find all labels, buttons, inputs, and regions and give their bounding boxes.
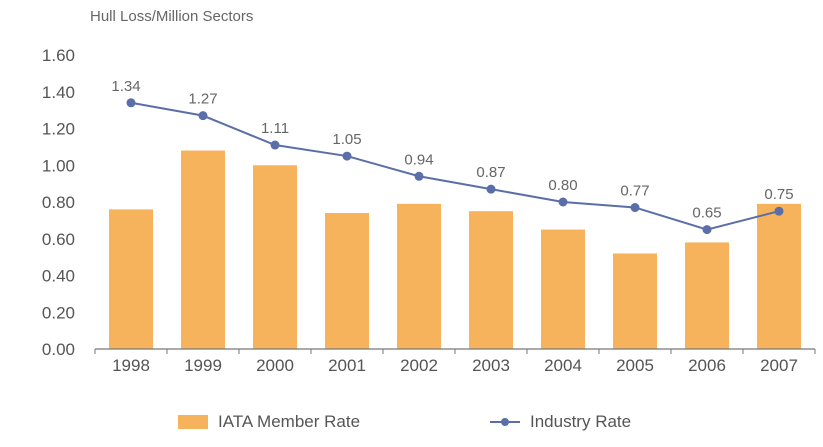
x-tick-label: 2007: [760, 356, 798, 375]
y-tick-label: 0.60: [42, 230, 75, 249]
legend-item-industry: Industry Rate: [490, 412, 631, 432]
industry-data-label: 0.80: [548, 177, 577, 194]
bar-2004: [541, 229, 585, 349]
x-tick-label: 2001: [328, 356, 366, 375]
bar-2003: [469, 211, 513, 349]
industry-data-label: 1.11: [261, 120, 289, 137]
legend-label-industry: Industry Rate: [530, 412, 632, 431]
bar-2005: [613, 253, 657, 349]
industry-point-2006: [702, 225, 712, 235]
y-tick-label: 1.20: [42, 120, 75, 139]
industry-data-label: 1.05: [332, 131, 361, 148]
x-tick-label: 1998: [112, 356, 150, 375]
y-tick-label: 0.40: [42, 267, 75, 286]
industry-point-2003: [486, 184, 496, 194]
industry-point-1999: [198, 111, 208, 121]
bar-1998: [109, 209, 153, 349]
industry-data-label: 0.87: [476, 164, 505, 181]
industry-data-label: 0.65: [692, 205, 721, 222]
chart-legend: IATA Member Rate Industry Rate: [0, 412, 823, 442]
bar-1999: [181, 150, 225, 349]
x-tick-label: 1999: [184, 356, 222, 375]
industry-data-label: 0.75: [764, 186, 793, 203]
y-tick-label: 0.20: [42, 303, 75, 322]
industry-point-2005: [630, 203, 640, 213]
y-tick-label: 0.00: [42, 340, 75, 359]
y-tick-label: 1.00: [42, 156, 75, 175]
industry-data-label: 1.27: [188, 91, 217, 108]
y-tick-label: 1.40: [42, 83, 75, 102]
industry-point-2007: [774, 206, 784, 216]
y-tick-label: 0.80: [42, 193, 75, 212]
industry-data-label: 1.34: [111, 78, 140, 95]
industry-point-2000: [270, 140, 280, 150]
industry-point-1998: [126, 98, 136, 108]
hull-loss-chart: 0.00 0.20 0.40 0.60 0.80 1.00 1.20 1.40 1.60 1998…: [42, 46, 816, 375]
bar-2007: [757, 203, 801, 349]
bar-2006: [685, 242, 729, 349]
bar-2002: [397, 203, 441, 349]
industry-rate-line: [130, 101, 780, 231]
x-tick-label: 2002: [400, 356, 438, 375]
bar-2000: [253, 165, 297, 349]
industry-point-2002: [414, 171, 424, 181]
x-tick-label: 2004: [544, 356, 582, 375]
x-tick-label: 2000: [256, 356, 294, 375]
x-tick-label: 2003: [472, 356, 510, 375]
y-axis-unit-label: Hull Loss/Million Sectors: [90, 8, 254, 25]
industry-point-2004: [558, 197, 568, 207]
industry-data-label: 0.77: [620, 183, 649, 200]
legend-swatch-bar: [178, 415, 208, 429]
bar-2001: [325, 213, 369, 349]
industry-point-2001: [342, 151, 352, 161]
x-tick-label: 2006: [688, 356, 726, 375]
legend-swatch-line: [490, 415, 520, 429]
legend-item-iata: IATA Member Rate: [178, 412, 360, 432]
legend-label-iata: IATA Member Rate: [218, 412, 361, 431]
x-tick-label: 2005: [616, 356, 654, 375]
industry-data-label: 0.94: [404, 151, 433, 168]
y-tick-label: 1.60: [42, 46, 75, 65]
